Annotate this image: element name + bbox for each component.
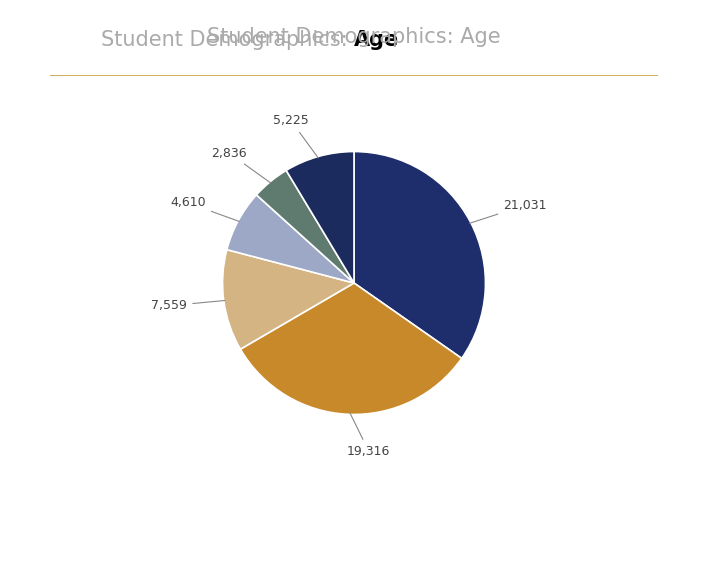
Text: 19,316: 19,316 — [347, 413, 390, 458]
Text: 2,836: 2,836 — [212, 147, 270, 183]
Wedge shape — [222, 250, 354, 349]
Text: Student Demographics:: Student Demographics: — [101, 29, 354, 50]
Wedge shape — [227, 195, 354, 283]
Wedge shape — [241, 283, 462, 414]
Text: 5,225: 5,225 — [273, 114, 318, 158]
Text: 4,610: 4,610 — [171, 196, 239, 221]
Text: 21,031: 21,031 — [469, 199, 547, 223]
Wedge shape — [286, 152, 354, 283]
Text: Student Demographics: Age: Student Demographics: Age — [207, 27, 501, 47]
Wedge shape — [256, 170, 354, 283]
Text: 7,559: 7,559 — [152, 299, 225, 312]
Wedge shape — [354, 152, 486, 358]
Text: Age: Age — [354, 29, 399, 50]
